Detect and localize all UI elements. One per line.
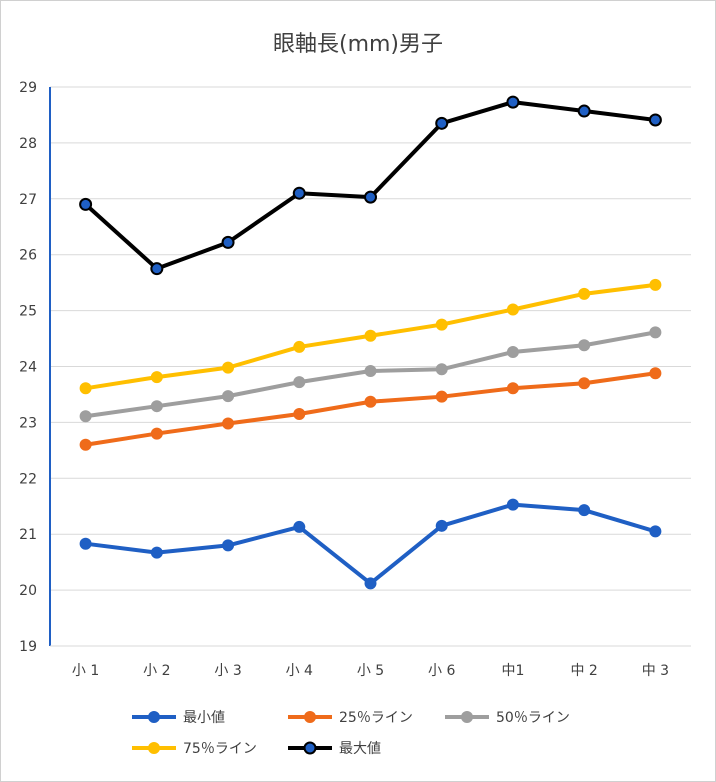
series-lines	[79, 95, 662, 590]
legend-label: 最大値	[339, 741, 381, 757]
y-tick-label: 29	[19, 80, 37, 96]
data-point	[649, 367, 662, 380]
data-point	[79, 197, 93, 211]
series-group	[79, 326, 662, 423]
legend-item: 最大値	[288, 741, 381, 757]
data-point	[506, 303, 519, 316]
x-tick-label: 小 5	[357, 663, 384, 679]
data-point	[150, 371, 163, 384]
legend-item: 50％ライン	[445, 710, 570, 726]
x-tick-label: 中 3	[642, 663, 669, 679]
legend-marker	[148, 742, 160, 754]
data-point	[649, 525, 662, 538]
data-point	[221, 235, 235, 249]
data-point	[648, 113, 662, 127]
data-point	[364, 364, 377, 377]
data-point	[506, 345, 519, 358]
data-point	[79, 537, 92, 550]
data-point	[649, 326, 662, 339]
data-point	[435, 318, 448, 331]
legend-marker	[148, 711, 160, 723]
data-point	[79, 438, 92, 451]
data-point	[364, 395, 377, 408]
data-point	[222, 417, 235, 430]
chart-title: 眼軸長(mm)男子	[273, 32, 443, 57]
data-point	[364, 190, 377, 204]
data-point	[79, 382, 92, 395]
data-point	[435, 390, 448, 403]
legend-label: 最小値	[183, 710, 225, 726]
data-point	[292, 186, 306, 200]
data-point	[364, 577, 377, 590]
series-group	[79, 278, 662, 395]
x-tick-label: 中1	[501, 663, 524, 679]
legend-label: 50％ライン	[496, 710, 570, 726]
y-tick-label: 21	[19, 527, 37, 543]
y-tick-label: 28	[19, 136, 37, 152]
legend: 最小値 25％ライン 50％ライン 75％ライン 最大値	[132, 710, 570, 757]
y-tick-label: 20	[19, 583, 37, 599]
series-group	[79, 498, 662, 590]
data-point	[649, 278, 662, 291]
data-point	[435, 363, 448, 376]
x-tick-label: 中 2	[570, 663, 597, 679]
data-point	[578, 504, 591, 517]
legend-marker	[461, 711, 473, 723]
data-point	[150, 546, 163, 559]
y-tick-label: 24	[19, 360, 37, 376]
legend-label: 75％ライン	[183, 741, 257, 757]
y-tick-label: 25	[19, 304, 37, 320]
data-point	[506, 95, 520, 109]
legend-item: 最小値	[132, 710, 225, 726]
data-point	[293, 408, 306, 421]
data-point	[578, 377, 591, 390]
data-point	[150, 427, 163, 440]
data-point	[222, 539, 235, 552]
data-point	[435, 519, 448, 532]
series-line	[83, 502, 658, 586]
x-tick-label: 小 3	[214, 663, 241, 679]
y-tick-label: 27	[19, 192, 37, 208]
series-line	[83, 371, 658, 447]
legend-marker	[303, 741, 317, 755]
data-point	[506, 382, 519, 395]
data-point	[578, 339, 591, 352]
series-group	[79, 95, 662, 276]
data-point	[578, 287, 591, 300]
axes: 19 20 21 22 23 24 25 26 27 28 29 小 1 小 2 小 3 小 4 小 5 小 6…	[19, 80, 691, 679]
data-point	[222, 361, 235, 374]
series-line	[83, 100, 658, 271]
legend-marker	[304, 711, 316, 723]
x-tick-label: 小 2	[143, 663, 170, 679]
data-point	[293, 376, 306, 389]
y-tick-label: 26	[19, 248, 37, 264]
series-group	[79, 367, 662, 451]
data-point	[79, 410, 92, 423]
x-tick-label: 小 1	[72, 663, 99, 679]
y-tick-label: 19	[19, 639, 37, 655]
legend-label: 25％ライン	[339, 710, 413, 726]
y-tick-label: 22	[19, 471, 37, 487]
data-point	[150, 262, 164, 276]
data-point	[222, 390, 235, 403]
data-point	[364, 329, 377, 342]
x-tick-label: 小 6	[428, 663, 455, 679]
data-point	[435, 116, 449, 130]
legend-item: 75％ライン	[132, 741, 257, 757]
data-point	[293, 340, 306, 353]
legend-item: 25％ライン	[288, 710, 413, 726]
data-point	[150, 400, 163, 413]
data-point	[506, 498, 519, 511]
y-tick-label: 23	[19, 415, 37, 431]
data-point	[293, 520, 306, 533]
x-tick-label: 小 4	[286, 663, 313, 679]
data-point	[577, 104, 591, 118]
